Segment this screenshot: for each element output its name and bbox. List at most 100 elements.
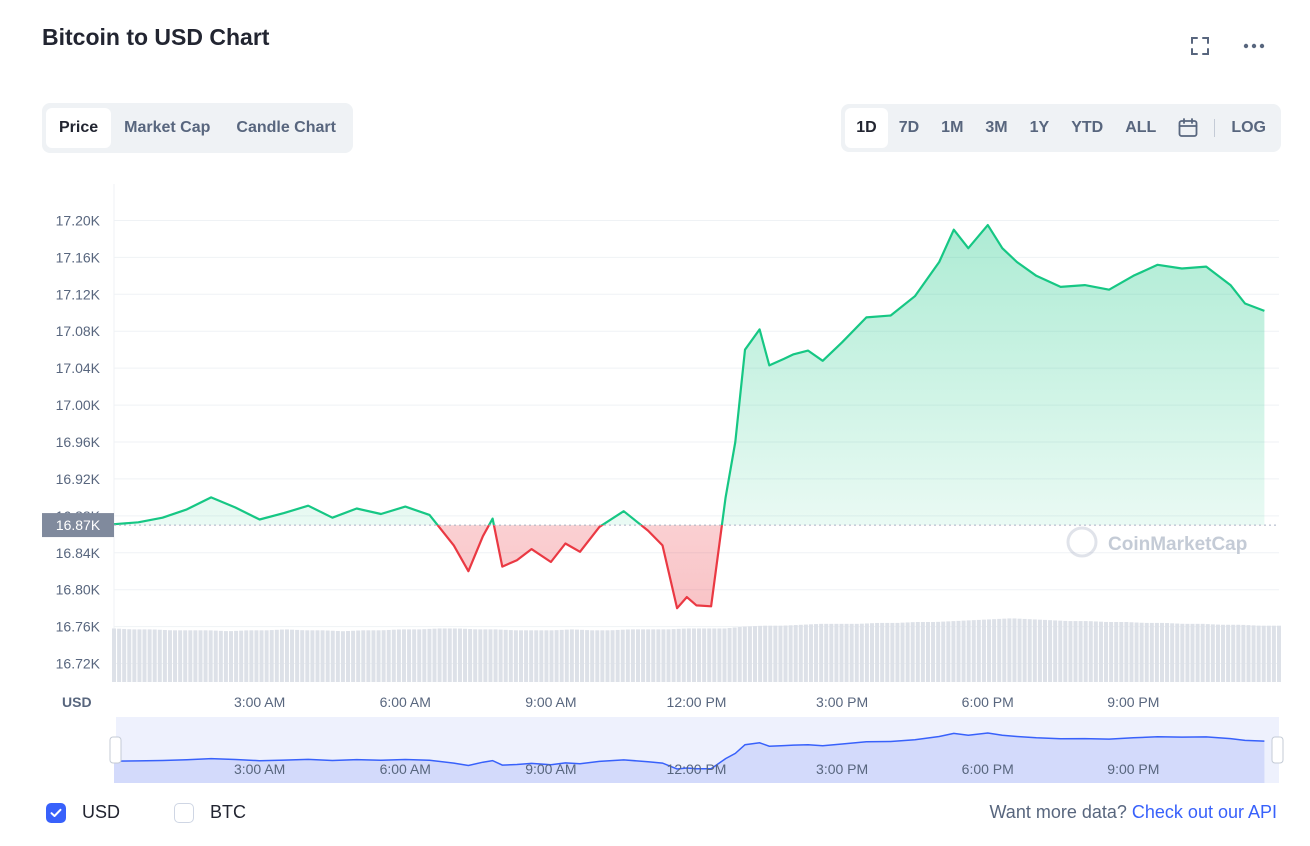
volume-bar — [1119, 622, 1124, 682]
volume-bar — [127, 629, 132, 682]
calendar-icon[interactable] — [1167, 108, 1209, 148]
volume-bar — [213, 630, 218, 682]
volume-bar — [763, 625, 768, 682]
price-point — [623, 510, 625, 512]
range-1d[interactable]: 1D — [845, 108, 888, 148]
volume-bar — [1180, 623, 1185, 682]
volume-bar — [564, 629, 569, 682]
range-7d[interactable]: 7D — [898, 119, 920, 136]
range-1m[interactable]: 1M — [941, 119, 964, 136]
volume-bar — [1210, 624, 1215, 682]
y-tick-label: 17.08K — [56, 323, 101, 339]
volume-bar — [549, 630, 554, 682]
volume-bar — [264, 630, 269, 682]
price-point — [1035, 275, 1037, 277]
price-line-down[interactable] — [114, 225, 1264, 610]
volume-bar — [183, 630, 188, 682]
divider — [1214, 119, 1216, 137]
volume-bar — [890, 622, 895, 682]
volume-bar — [463, 628, 468, 682]
volume-bar — [1114, 622, 1119, 682]
volume-bar — [702, 628, 707, 682]
price-point — [734, 441, 736, 443]
chart-toolbar-icons — [1188, 34, 1266, 58]
volume-bar — [635, 629, 640, 682]
x-tick-label: 6:00 PM — [962, 694, 1014, 710]
volume-bar — [539, 630, 544, 682]
volume-bar — [742, 626, 747, 682]
reference-badge — [42, 513, 114, 538]
btc-option[interactable]: BTC — [174, 802, 246, 823]
volume-bar — [793, 625, 798, 682]
volume-bar — [941, 621, 946, 682]
volume-bar — [961, 620, 966, 682]
volume-bar — [279, 629, 284, 682]
volume-bar — [1139, 622, 1144, 682]
navigator-area — [114, 733, 1265, 783]
volume-bar — [432, 628, 437, 682]
range-all[interactable]: ALL — [1125, 119, 1157, 136]
price-point — [841, 341, 843, 343]
volume-bar — [1017, 618, 1022, 682]
volume-bar — [396, 629, 401, 682]
navigator-tick-label: 6:00 PM — [962, 761, 1014, 777]
api-link[interactable]: Check out our API — [1131, 802, 1277, 822]
price-point — [865, 316, 867, 318]
tab-candle-chart[interactable]: Candle Chart — [236, 119, 336, 136]
price-point — [938, 261, 940, 263]
volume-bar — [524, 630, 529, 682]
y-tick-label: 16.80K — [56, 582, 101, 598]
volume-bar — [681, 628, 686, 682]
price-point — [647, 530, 649, 532]
volume-bar — [1159, 622, 1164, 682]
volume-bar — [864, 623, 869, 682]
range-1y[interactable]: 1Y — [1029, 119, 1050, 136]
volume-bar — [987, 619, 992, 682]
volume-bar — [1241, 624, 1246, 682]
more-horizontal-icon[interactable] — [1242, 34, 1266, 58]
volume-bar — [1093, 621, 1098, 682]
y-tick-label: 16.76K — [56, 619, 101, 635]
navigator-handle-right[interactable] — [1271, 736, 1284, 764]
volume-bar — [315, 630, 320, 682]
usd-option[interactable]: USD — [46, 802, 120, 823]
price-point — [186, 508, 188, 510]
navigator-tick-label: 9:00 PM — [1107, 761, 1159, 777]
volume-bar — [859, 623, 864, 682]
navigator-handle-left[interactable] — [109, 736, 122, 764]
price-point — [759, 328, 761, 330]
volume-bar — [783, 625, 788, 682]
volume-bar — [193, 630, 198, 682]
expand-icon[interactable] — [1188, 34, 1212, 58]
volume-bar — [188, 630, 193, 682]
tab-market-cap[interactable]: Market Cap — [124, 119, 211, 136]
y-tick-label: 17.04K — [56, 360, 101, 376]
tab-price[interactable]: Price — [46, 108, 112, 148]
volume-bar — [1058, 620, 1063, 682]
y-tick-label: 17.12K — [56, 286, 101, 302]
volume-bar — [803, 624, 808, 682]
price-line-up[interactable] — [114, 224, 1265, 608]
volume-bar — [478, 629, 483, 682]
volume-bar — [142, 629, 147, 682]
volume-bar — [117, 628, 122, 682]
price-chart[interactable]: 16.72K16.76K16.80K16.84K16.88K16.92K16.9… — [0, 180, 1310, 790]
volume-bar — [513, 630, 518, 682]
range-ytd[interactable]: YTD — [1071, 119, 1104, 136]
volume-bar — [1261, 625, 1266, 682]
range-3m[interactable]: 3M — [985, 119, 1008, 136]
volume-bar — [829, 623, 834, 682]
price-point — [1229, 284, 1231, 286]
time-range-selector: 1D 7D 1M 3M 1Y YTD ALL LOG — [841, 104, 1281, 152]
btc-checkbox[interactable] — [174, 802, 195, 823]
volume-bar — [788, 625, 793, 682]
volume-bar — [951, 621, 956, 682]
price-point — [429, 514, 431, 516]
volume-bar — [122, 628, 127, 682]
price-point — [550, 561, 552, 563]
log-scale-toggle[interactable]: LOG — [1231, 119, 1266, 136]
volume-bar — [483, 629, 488, 682]
volume-bar — [452, 628, 457, 682]
usd-checkbox[interactable] — [46, 802, 66, 823]
volume-bar — [1088, 621, 1093, 682]
